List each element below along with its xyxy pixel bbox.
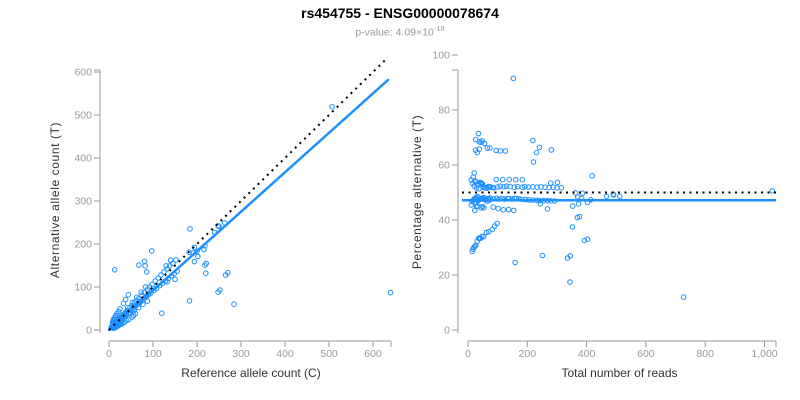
svg-text:0: 0 [106,348,112,360]
figure-title: rs454755 - ENSG00000078674 [301,5,499,21]
svg-text:40: 40 [438,215,450,227]
svg-text:400: 400 [276,348,294,360]
svg-text:100: 100 [432,50,450,62]
svg-text:20: 20 [438,270,450,282]
svg-text:200: 200 [519,348,537,360]
svg-text:300: 300 [74,196,92,208]
right-xaxis-title: Total number of reads [561,366,678,380]
left-plot-points [108,104,394,332]
svg-text:600: 600 [637,348,655,360]
left-plot-x-axis: 0 100 200 300 400 500 600 [106,340,392,360]
trend-lines [107,57,776,332]
right-plot-y-axis: 0 20 40 60 80 100 [432,50,459,337]
left-xaxis-title: Reference allele count (C) [181,366,321,380]
pvalue-base: p-value: 4.09×10 [355,26,434,39]
svg-text:400: 400 [578,348,596,360]
svg-text:300: 300 [232,348,250,360]
svg-text:100: 100 [144,348,162,360]
svg-text:80: 80 [438,105,450,117]
svg-text:100: 100 [74,282,92,294]
right-plot-x-axis: 0 200 400 600 800 1,000 [465,340,778,360]
svg-text:400: 400 [74,153,92,165]
svg-text:500: 500 [74,110,92,122]
svg-text:200: 200 [74,239,92,251]
svg-text:800: 800 [696,348,714,360]
svg-text:0: 0 [86,325,92,337]
svg-text:0: 0 [444,325,450,337]
svg-text:200: 200 [188,348,206,360]
figure-subtitle-pvalue: p-value: 4.09×10-18 [0,24,800,39]
right-plot-points [468,75,776,300]
svg-text:0: 0 [465,348,471,360]
pvalue-exponent: -18 [433,24,445,33]
left-plot-y-axis: 0 100 200 300 400 500 600 [74,67,101,337]
svg-text:1,000: 1,000 [751,348,777,360]
svg-text:60: 60 [438,160,450,172]
svg-text:600: 600 [364,348,382,360]
right-yaxis-title: Percentage alternative (T) [410,114,424,270]
left-yaxis-title: Alternative allele count (T) [48,121,62,279]
svg-text:500: 500 [320,348,338,360]
svg-text:600: 600 [74,67,92,79]
